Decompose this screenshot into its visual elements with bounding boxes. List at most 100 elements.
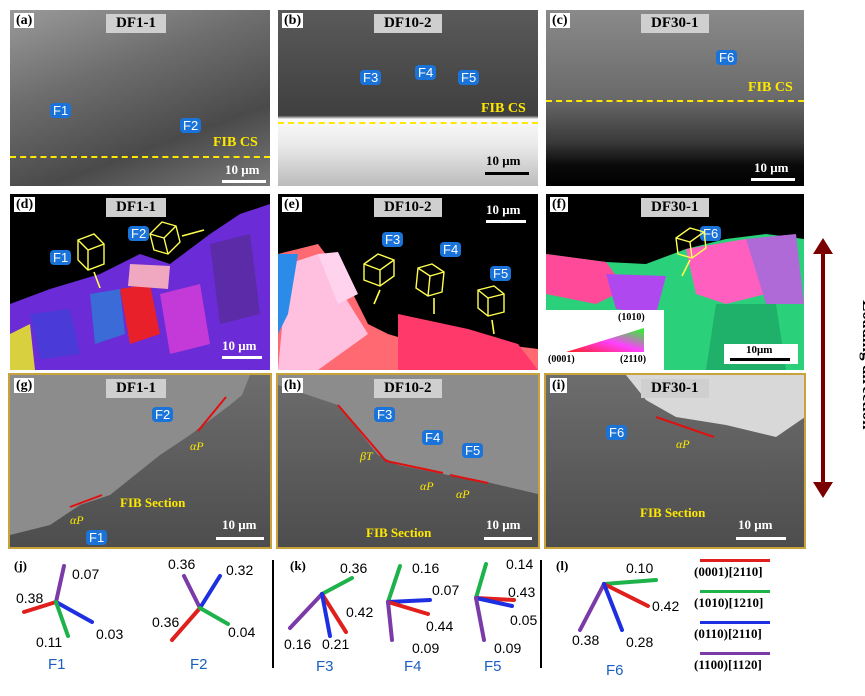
feature-badge-f2: F2 <box>128 226 150 241</box>
scale-label: 10μm <box>746 344 773 356</box>
crystal-hex-icon <box>77 221 205 289</box>
fib-cs-line <box>546 100 804 102</box>
feature-label-f2: F2 <box>190 656 208 673</box>
fib-cs-line <box>10 156 270 158</box>
loading-direction-arrow <box>813 238 833 498</box>
panel-g: (g) DF1-1 F2 F1 αP αP FIB Section 10 μm <box>8 373 272 549</box>
phase-label: βT <box>360 449 373 463</box>
panel-title: DF30-1 <box>641 14 709 33</box>
scale-label: 10 μm <box>738 517 773 532</box>
scale-label: 10 μm <box>222 517 257 532</box>
schmid-value: 0.36 <box>168 556 196 572</box>
ebsd-grains <box>278 244 538 370</box>
legend-swatch <box>700 590 770 593</box>
schmid-value: 0.14 <box>506 556 534 572</box>
schmid-value: 0.28 <box>626 634 654 650</box>
scale-bar <box>485 172 529 175</box>
phase-label: αP <box>70 513 84 527</box>
schmid-value: 0.09 <box>494 640 522 656</box>
schmid-value: 0.09 <box>412 640 440 656</box>
feature-label-f3: F3 <box>316 658 334 675</box>
schmid-value: 0.42 <box>346 604 374 620</box>
panel-a: (a) DF1-1 FIB CS F1 F2 10 μm <box>10 10 270 186</box>
schmid-value: 0.11 <box>36 634 63 650</box>
ipf-label-right: (2110) <box>620 354 647 365</box>
panel-h: (h) DF10-2 F3 F4 F5 βT αP αP FIB Section… <box>276 373 540 549</box>
schmid-value: 0.38 <box>572 632 600 648</box>
legend-label: (0001)[2110] <box>694 564 763 579</box>
scale-bar <box>222 356 262 359</box>
scale-bar <box>736 537 786 540</box>
panel-label-j: (j) <box>14 558 27 573</box>
legend-swatch <box>700 652 770 655</box>
panel-label: (i) <box>550 378 568 393</box>
scale-bar <box>216 537 264 540</box>
section-label: FIB Section <box>640 505 706 520</box>
panel-title: DF1-1 <box>106 379 166 398</box>
section-label: FIB Section <box>120 495 186 510</box>
panel-label: (d) <box>14 197 36 212</box>
fib-cs-label: FIB CS <box>748 80 793 95</box>
fib-cs-line <box>278 122 538 124</box>
scale-label: 10 μm <box>486 517 521 532</box>
schmid-value: 0.44 <box>426 618 454 634</box>
scale-label: 10 μm <box>486 153 521 168</box>
phase-label: αP <box>456 487 470 501</box>
ipf-label-left: (0001) <box>548 354 575 365</box>
panel-label: (a) <box>14 13 35 28</box>
scale-bar <box>486 220 526 223</box>
legend-label: (1100)[1120] <box>694 657 762 672</box>
feature-badge-f1: F1 <box>50 103 72 118</box>
panel-title: DF10-2 <box>374 198 442 217</box>
scale-bar <box>222 180 266 183</box>
phase-label: αP <box>420 479 434 493</box>
panel-i: (i) DF30-1 F6 αP FIB Section 10 μm <box>544 373 806 549</box>
scale-bar <box>751 178 795 181</box>
crystal-hex-icon <box>675 227 707 277</box>
ipf-key: (1010) (0001) (2110) <box>546 310 664 370</box>
panel-label: (b) <box>282 13 304 28</box>
scale-label: 10 μm <box>222 338 257 353</box>
panel-b: (b) DF10-2 FIB CS F3 F4 F5 10 μm <box>278 10 538 186</box>
schmid-value: 0.36 <box>152 614 180 630</box>
fracture-surface <box>278 375 538 495</box>
schmid-value: 0.42 <box>652 598 680 614</box>
legend-label: (1010)[1210] <box>694 595 764 610</box>
feature-label-f1: F1 <box>48 656 66 673</box>
panel-title: DF1-1 <box>106 198 166 217</box>
panel-c: (c) DF30-1 FIB CS F6 10 μm <box>546 10 804 186</box>
schmid-value: 0.16 <box>412 560 440 576</box>
schmid-value: 0.07 <box>432 582 460 598</box>
feature-badge-f1: F1 <box>50 250 72 265</box>
panel-d: (d) DF1-1 F1 F2 10 μm <box>10 194 270 370</box>
separator-line <box>540 560 542 668</box>
schmid-value: 0.43 <box>508 584 536 600</box>
crystal-hex-icon <box>363 253 505 335</box>
panel-label: (g) <box>14 378 35 393</box>
fib-cs-label: FIB CS <box>213 135 258 150</box>
fracture-surface <box>10 375 250 535</box>
panel-label: (h) <box>282 378 304 393</box>
panel-label-l: (l) <box>556 558 569 573</box>
panel-e: (e) DF10-2 10 μm F3 F4 F5 <box>278 194 538 370</box>
schmid-value: 0.10 <box>626 560 654 576</box>
schmid-value: 0.38 <box>16 590 44 606</box>
schmid-value: 0.21 <box>322 636 350 652</box>
feature-badge-f2: F2 <box>180 118 202 133</box>
scale-bar <box>484 537 532 540</box>
ipf-triangle <box>566 328 644 352</box>
section-label: FIB Section <box>366 525 432 540</box>
feature-badge-f3: F3 <box>360 70 382 85</box>
phase-label: αP <box>676 437 690 451</box>
feature-badge-f1: F1 <box>86 530 108 545</box>
feature-badge-f2: F2 <box>152 407 174 422</box>
feature-badge-f6: F6 <box>606 425 628 440</box>
schmid-value: 0.36 <box>340 560 368 576</box>
panel-title: DF10-2 <box>374 14 442 33</box>
phase-label: αP <box>190 439 204 453</box>
panel-label: (c) <box>550 13 570 28</box>
scale-label: 10 μm <box>754 160 789 175</box>
panel-title: DF30-1 <box>641 379 709 398</box>
feature-badge-f6: F6 <box>716 50 738 65</box>
separator-line <box>272 560 274 668</box>
